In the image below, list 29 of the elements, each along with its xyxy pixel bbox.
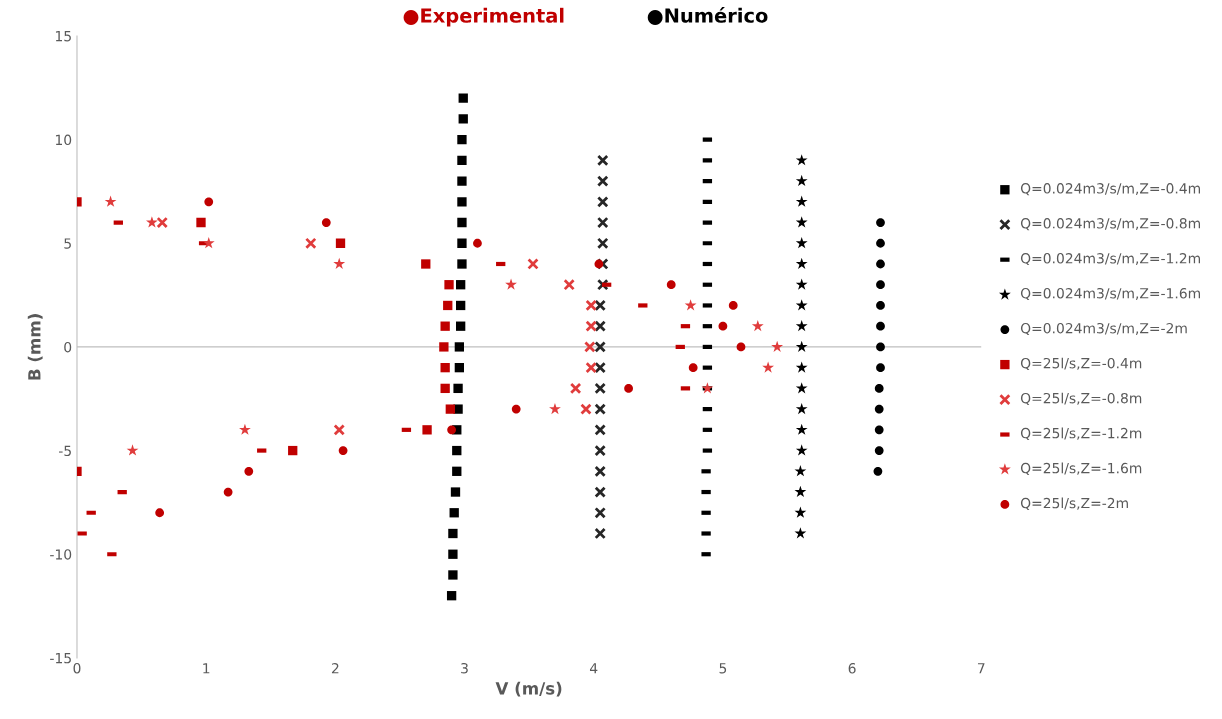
legend-label: Q=25l/s,Z=-1.2m [1020,427,1142,440]
x-tick-label: 4 [589,663,598,674]
legend-label: Q=25l/s,Z=-2m [1020,497,1128,510]
x-tick-label: 1 [203,663,210,674]
legend-label: Q=0.024m3/s/m,Z=-1.6m [1020,287,1200,301]
y-tick-label: 0 [64,341,72,353]
legend-label: Q=25l/s,Z=-0.8m [1020,392,1142,405]
x-tick-label: 6 [848,662,856,674]
x-tick-label: 2 [331,662,339,674]
x-tick-label: 0 [73,662,81,674]
x-tick-label: 7 [977,663,985,674]
legend-label: Q=0.024m3/s/m,Z=-0.4m [1020,183,1200,196]
text: ●Numérico [647,7,768,25]
x-axis-title: V (m/s) [495,681,562,697]
y-tick-label: 5 [64,238,71,249]
text: ●Experimental [403,7,564,27]
legend-label: Q=0.024m3/s/m,Z=-2m [1020,322,1187,336]
legend-label: Q=25l/s,Z=-1.6m [1020,462,1142,475]
y-tick-label: -5 [58,445,71,457]
y-tick-label: 10 [55,134,72,146]
y-tick-label: -15 [50,653,71,664]
x-tick-label: 3 [461,662,468,674]
legend-label: Q=0.024m3/s/m,Z=-0.8m [1020,218,1200,231]
legend-label: Q=25l/s,Z=-0.4m [1020,357,1142,371]
legend-label: Q=0.024m3/s/m,Z=-1.2m [1020,253,1200,266]
y-tick-label: 15 [55,31,71,42]
x-tick-label: 5 [719,663,727,674]
y-tick-label: -10 [50,549,72,560]
y-axis-title: B (mm) [27,314,43,380]
